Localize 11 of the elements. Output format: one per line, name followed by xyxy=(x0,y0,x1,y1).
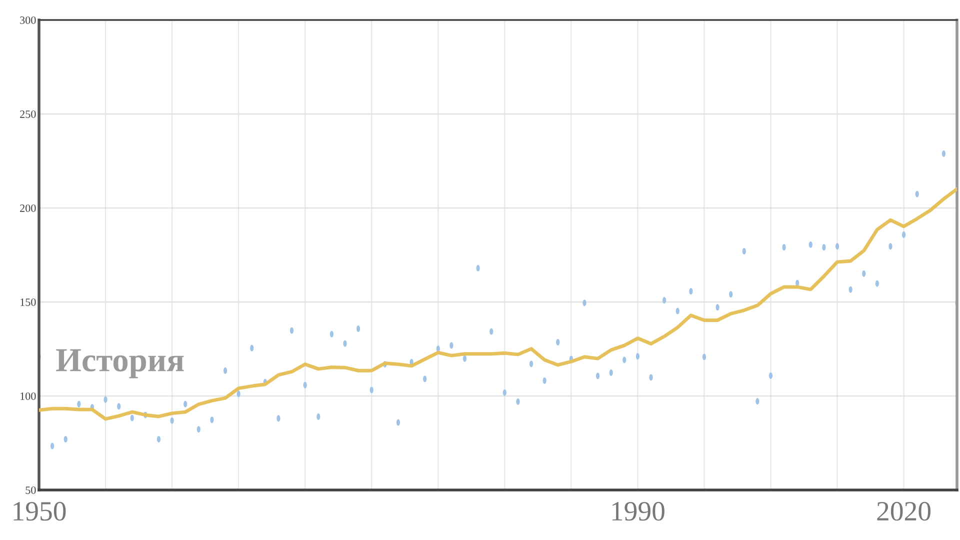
x-tick-label: 2020 xyxy=(877,502,930,521)
y-tick-label: 100 xyxy=(20,392,36,400)
annotation: История xyxy=(56,349,184,378)
line-series xyxy=(39,187,957,421)
x-tick-label: 1990 xyxy=(612,502,664,521)
x-tick-label: 1950 xyxy=(14,502,66,521)
y-tick-label: 200 xyxy=(20,204,36,212)
y-tick-label: 50 xyxy=(26,486,36,494)
y-tick-label: 250 xyxy=(20,110,36,118)
y-tick-label: 300 xyxy=(20,16,36,24)
y-tick-label: 150 xyxy=(20,298,36,306)
